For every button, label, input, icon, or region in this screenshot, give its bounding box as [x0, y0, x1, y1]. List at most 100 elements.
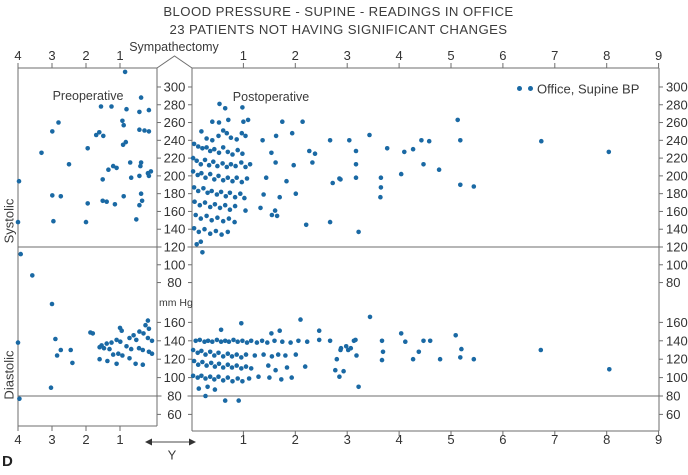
- data-point: [193, 338, 198, 344]
- svg-text:4: 4: [395, 432, 402, 447]
- data-point: [212, 177, 217, 182]
- data-point: [214, 337, 220, 343]
- svg-text:100: 100: [164, 257, 186, 272]
- data-point: [243, 352, 249, 357]
- data-point: [238, 191, 243, 196]
- data-point: [109, 340, 114, 345]
- data-point: [114, 337, 119, 343]
- data-point: [222, 106, 228, 111]
- data-point: [232, 194, 238, 200]
- data-point: [204, 136, 209, 141]
- data-point: [333, 367, 338, 373]
- data-point: [218, 327, 224, 333]
- data-point: [421, 338, 426, 344]
- data-point: [202, 200, 208, 205]
- data-point: [247, 162, 253, 167]
- svg-text:120: 120: [666, 352, 688, 367]
- data-point: [199, 348, 204, 354]
- data-point: [212, 202, 218, 207]
- data-point: [196, 386, 202, 391]
- data-point: [199, 170, 204, 176]
- data-point: [296, 338, 301, 344]
- data-point: [303, 222, 309, 228]
- data-point: [289, 375, 295, 380]
- data-point: [607, 367, 612, 372]
- data-point: [239, 321, 244, 326]
- data-point: [134, 337, 139, 343]
- data-point: [243, 208, 248, 213]
- data-point: [114, 361, 119, 367]
- data-point: [471, 184, 477, 189]
- data-point: [214, 192, 220, 197]
- data-point: [225, 375, 231, 380]
- data-point: [229, 354, 235, 359]
- svg-text:200: 200: [666, 168, 688, 183]
- data-point: [239, 355, 244, 360]
- data-point: [416, 349, 422, 355]
- data-point: [353, 162, 359, 167]
- svg-text:5: 5: [447, 432, 454, 447]
- svg-text:1: 1: [240, 432, 247, 447]
- data-point: [140, 347, 146, 353]
- data-point: [316, 328, 322, 334]
- svg-text:160: 160: [164, 204, 186, 219]
- data-point: [345, 347, 351, 353]
- svg-text:4: 4: [14, 48, 21, 63]
- svg-text:1: 1: [116, 432, 123, 447]
- data-point: [261, 352, 266, 357]
- data-point: [338, 347, 343, 353]
- data-point: [316, 337, 322, 343]
- data-point: [203, 393, 208, 399]
- data-point: [48, 385, 54, 391]
- data-point: [149, 351, 155, 357]
- data-point: [204, 363, 209, 368]
- data-point: [54, 353, 60, 358]
- data-point: [234, 137, 239, 142]
- data-point: [224, 164, 230, 170]
- data-point: [104, 199, 109, 204]
- data-point: [85, 201, 90, 206]
- data-point: [327, 338, 333, 344]
- data-point: [232, 203, 238, 209]
- data-point: [307, 148, 312, 154]
- data-point: [302, 364, 308, 369]
- svg-text:9: 9: [655, 432, 662, 447]
- data-point: [106, 167, 111, 172]
- data-point: [134, 217, 139, 222]
- data-point: [39, 150, 44, 156]
- x-axis-unit-label: Y: [167, 447, 177, 463]
- svg-text:120: 120: [164, 240, 186, 255]
- data-point: [197, 202, 203, 208]
- svg-text:3: 3: [48, 48, 55, 63]
- data-point: [137, 329, 142, 334]
- data-point: [206, 162, 212, 168]
- data-point: [49, 301, 55, 307]
- data-point: [354, 353, 359, 358]
- data-point: [194, 242, 199, 247]
- data-point: [212, 377, 217, 382]
- data-point: [207, 349, 213, 355]
- data-point: [216, 133, 221, 139]
- data-point: [228, 162, 234, 167]
- data-point: [288, 340, 293, 345]
- data-point: [50, 129, 55, 134]
- data-point: [312, 151, 318, 156]
- data-point: [235, 376, 240, 381]
- data-point: [283, 353, 288, 358]
- data-point: [138, 95, 144, 100]
- data-point: [241, 119, 246, 124]
- data-point: [458, 182, 463, 188]
- data-point: [226, 216, 232, 221]
- data-point: [261, 192, 266, 197]
- data-point: [50, 193, 55, 198]
- data-point: [248, 366, 254, 371]
- svg-text:80: 80: [666, 389, 680, 404]
- data-point: [243, 164, 248, 170]
- data-point: [127, 335, 132, 341]
- svg-text:140: 140: [666, 333, 688, 348]
- svg-text:4: 4: [395, 48, 402, 63]
- data-point: [289, 130, 295, 136]
- data-point: [384, 146, 390, 151]
- data-point: [146, 129, 152, 134]
- data-point: [227, 207, 233, 212]
